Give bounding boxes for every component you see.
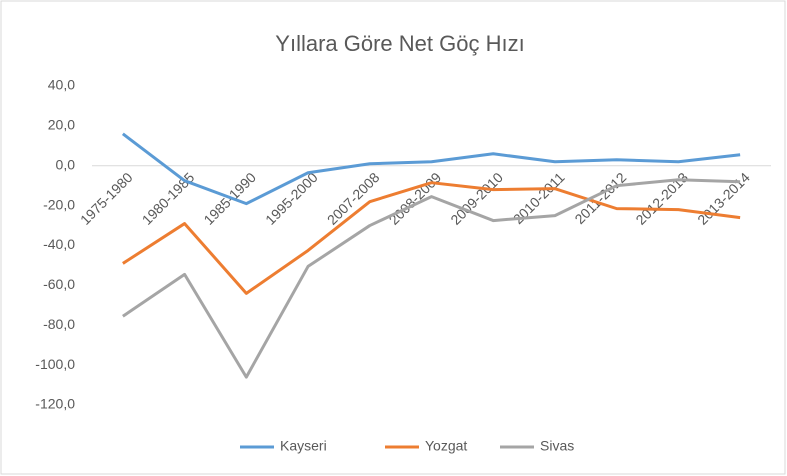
legend-label: Sivas bbox=[540, 438, 574, 454]
line-series bbox=[121, 132, 741, 206]
line-series bbox=[122, 178, 741, 379]
y-tick-label: -120,0 bbox=[35, 396, 75, 412]
y-tick-label: -20,0 bbox=[43, 196, 75, 212]
y-tick-label: -80,0 bbox=[43, 316, 75, 332]
y-tick-label: -40,0 bbox=[43, 236, 75, 252]
y-tick-label: -60,0 bbox=[43, 276, 75, 292]
y-tick-label: 0,0 bbox=[56, 156, 76, 172]
legend-label: Kayseri bbox=[280, 438, 327, 454]
y-tick-label: 20,0 bbox=[48, 117, 75, 133]
line-series bbox=[122, 181, 741, 295]
y-tick-label: 40,0 bbox=[48, 77, 75, 93]
y-tick-label: -100,0 bbox=[35, 356, 75, 372]
legend-label: Yozgat bbox=[425, 438, 467, 454]
chart-title: Yıllara Göre Net Göç Hızı bbox=[275, 31, 524, 56]
